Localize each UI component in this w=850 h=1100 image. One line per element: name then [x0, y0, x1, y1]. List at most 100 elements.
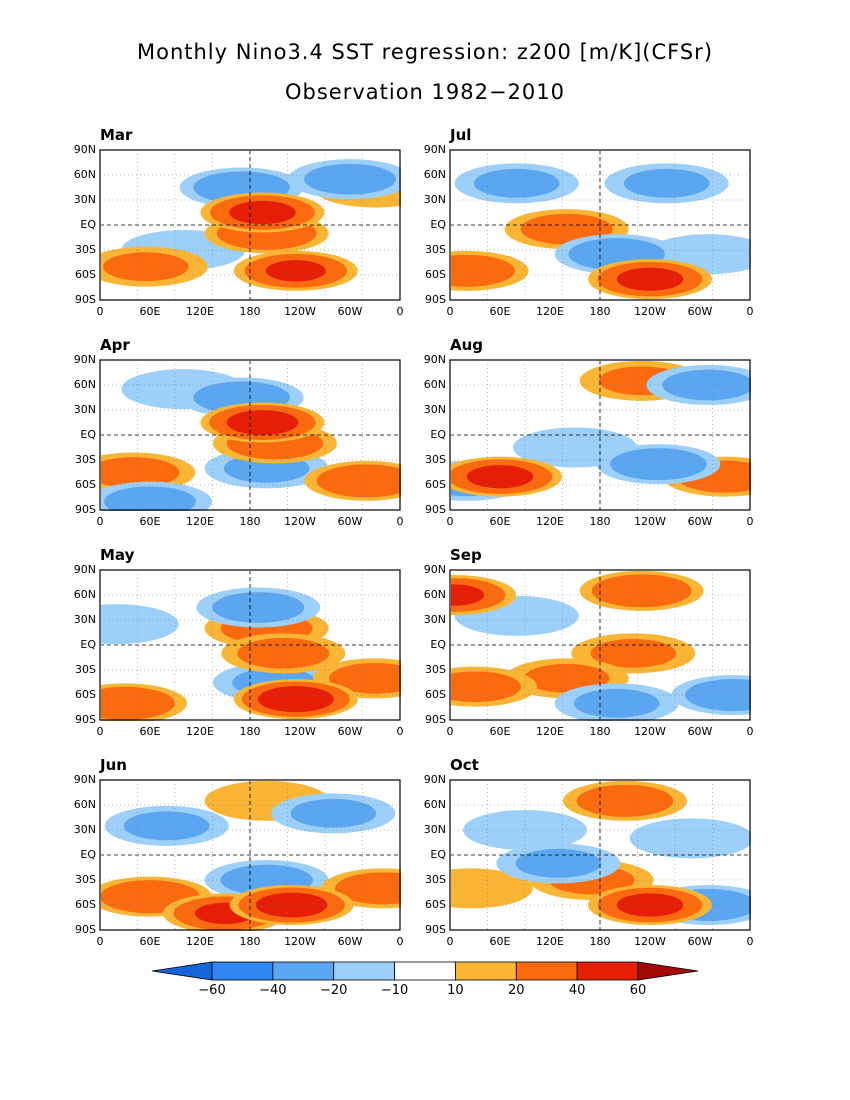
- anomaly-contour: [573, 688, 660, 718]
- colorbar-swatch: [515, 961, 578, 981]
- anomaly-contour: [451, 868, 533, 909]
- anomaly-contour: [316, 464, 401, 498]
- y-tick-label: 60S: [425, 898, 446, 911]
- y-tick-label: 90S: [75, 293, 96, 306]
- y-tick-label: 30S: [75, 873, 96, 886]
- x-tick-label: 0: [446, 515, 454, 528]
- map-frame: [99, 149, 401, 301]
- x-tick-label: 120E: [186, 935, 214, 948]
- map-frame: [449, 359, 751, 511]
- y-tick-label: 30S: [75, 663, 96, 676]
- anomaly-contour: [523, 663, 610, 693]
- y-tick-label: 60S: [75, 898, 96, 911]
- y-tick-label: 60S: [75, 688, 96, 701]
- anomaly-contour: [265, 260, 326, 282]
- y-tick-label: EQ: [430, 848, 446, 861]
- panel-title-may: May: [100, 546, 135, 564]
- anomaly-contour: [101, 604, 179, 645]
- colorbar-tick-label: −40: [259, 983, 287, 998]
- anomaly-contour: [290, 798, 377, 828]
- x-tick-label: 120E: [536, 515, 564, 528]
- x-tick-label: 120E: [186, 515, 214, 528]
- colorbar-swatch: [455, 961, 517, 981]
- y-tick-label: 60S: [425, 688, 446, 701]
- x-tick-label: 60E: [139, 515, 161, 528]
- colorbar-tick-label: 60: [629, 983, 647, 998]
- y-tick-label: 30N: [73, 613, 96, 626]
- x-tick-label: 120W: [634, 935, 666, 948]
- colorbar-tick-label: 20: [508, 983, 525, 998]
- x-tick-label: 0: [446, 725, 454, 738]
- x-tick-label: 60W: [687, 935, 713, 948]
- colorbar-swatch: [576, 961, 639, 981]
- x-tick-label: 120W: [634, 305, 666, 318]
- anomaly-contour: [515, 848, 602, 878]
- x-tick-label: 180: [239, 515, 261, 528]
- y-tick-label: 30N: [73, 193, 96, 206]
- map-panel-apr: [99, 359, 401, 511]
- x-tick-label: 60W: [337, 725, 363, 738]
- y-tick-label: 90N: [423, 563, 446, 576]
- colorbar-tick-label: 40: [568, 983, 586, 998]
- map-panel-jun: [99, 779, 401, 931]
- y-tick-label: 60S: [75, 268, 96, 281]
- y-tick-label: 60N: [423, 378, 446, 391]
- y-tick-label: 90S: [425, 293, 446, 306]
- anomaly-contour: [103, 252, 189, 282]
- x-tick-label: 180: [239, 305, 261, 318]
- x-tick-label: 120W: [634, 515, 666, 528]
- y-tick-label: 30S: [425, 663, 446, 676]
- panel-title-aug: Aug: [450, 336, 484, 354]
- y-tick-label: 60N: [73, 168, 96, 181]
- y-tick-label: 30N: [423, 823, 446, 836]
- panel-title-sep: Sep: [450, 546, 482, 564]
- anomaly-contour: [212, 592, 305, 623]
- x-tick-label: 120E: [186, 305, 214, 318]
- x-tick-label: 120E: [536, 305, 564, 318]
- map-frame: [449, 779, 751, 931]
- x-tick-label: 60E: [139, 305, 161, 318]
- y-tick-label: 90N: [73, 353, 96, 366]
- map-panel-mar: [99, 149, 401, 301]
- y-tick-label: 30S: [75, 243, 96, 256]
- y-tick-label: 90N: [423, 143, 446, 156]
- x-tick-label: 120E: [536, 935, 564, 948]
- anomaly-contour: [101, 457, 180, 488]
- colorbar-swatch: [637, 961, 699, 981]
- y-tick-label: 60N: [423, 798, 446, 811]
- anomaly-contour: [623, 168, 710, 198]
- y-tick-label: EQ: [80, 848, 96, 861]
- x-tick-label: 180: [589, 305, 611, 318]
- anomaly-contour: [591, 574, 692, 608]
- map-panel-aug: [449, 359, 751, 511]
- x-tick-label: 60E: [139, 725, 161, 738]
- anomaly-contour: [255, 892, 328, 918]
- x-tick-label: 60W: [687, 515, 713, 528]
- colorbar-tick-label: −60: [198, 983, 226, 998]
- x-tick-label: 60E: [489, 725, 511, 738]
- y-tick-label: 60S: [75, 478, 96, 491]
- colorbar-tick-label: 10: [447, 983, 464, 998]
- anomaly-contour: [335, 872, 401, 905]
- x-tick-label: 0: [446, 935, 454, 948]
- y-tick-label: 60N: [73, 378, 96, 391]
- colorbar-swatch: [272, 961, 335, 981]
- anomaly-contour: [237, 638, 330, 669]
- x-tick-label: 0: [446, 305, 454, 318]
- x-tick-label: 60E: [489, 935, 511, 948]
- y-tick-label: 30N: [423, 403, 446, 416]
- y-tick-label: 30S: [425, 243, 446, 256]
- x-tick-label: 60W: [687, 305, 713, 318]
- y-tick-label: 90S: [425, 503, 446, 516]
- anomaly-contour: [229, 200, 296, 225]
- chart-subtitle: Observation 1982−2010: [284, 80, 566, 104]
- anomaly-contour: [463, 810, 587, 850]
- y-tick-label: 90S: [425, 923, 446, 936]
- colorbar-swatch: [394, 961, 456, 981]
- x-tick-label: 180: [239, 935, 261, 948]
- x-tick-label: 0: [396, 515, 404, 528]
- x-tick-label: 60E: [139, 935, 161, 948]
- x-tick-label: 0: [96, 515, 104, 528]
- panel-title-jul: Jul: [450, 126, 472, 144]
- x-tick-label: 120E: [536, 725, 564, 738]
